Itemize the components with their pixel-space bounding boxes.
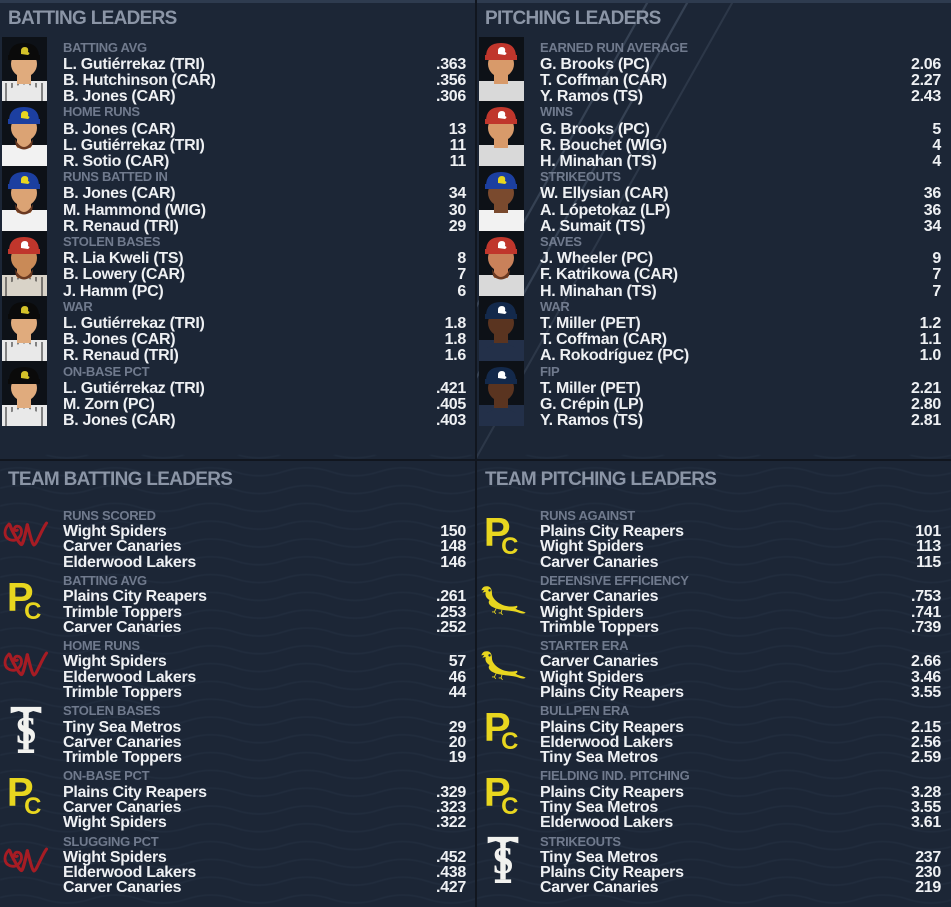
- svg-text:C: C: [24, 598, 41, 620]
- svg-text:S: S: [492, 840, 513, 882]
- svg-text:C: C: [501, 533, 518, 555]
- svg-text:C: C: [501, 728, 518, 750]
- svg-text:S: S: [15, 710, 36, 752]
- svg-text:C: C: [501, 793, 518, 815]
- svg-text:C: C: [24, 793, 41, 815]
